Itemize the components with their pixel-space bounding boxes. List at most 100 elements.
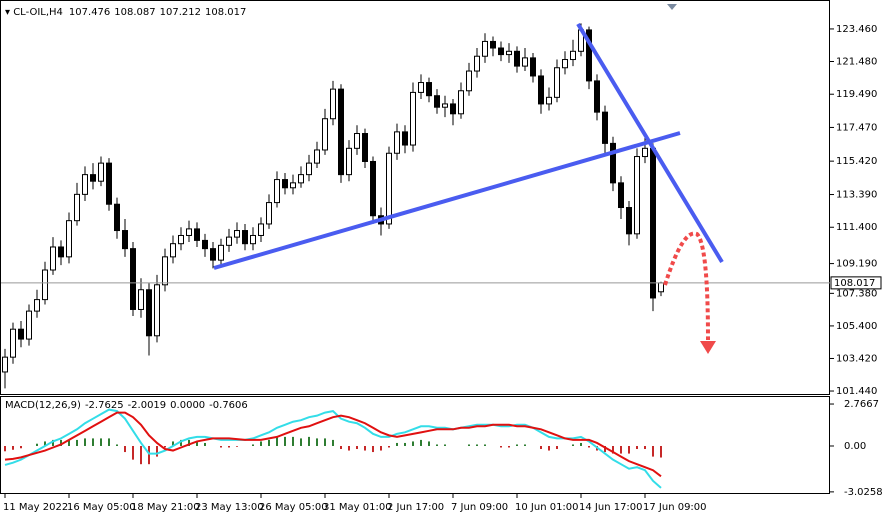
candle-body bbox=[386, 152, 392, 225]
candle-body bbox=[322, 118, 328, 151]
candle-body bbox=[514, 50, 520, 67]
candle-body bbox=[50, 246, 56, 271]
candle-body bbox=[74, 193, 80, 222]
candle-body bbox=[298, 174, 304, 184]
macd-y-tick-label: -3.0258 bbox=[844, 487, 883, 498]
candle-body bbox=[610, 142, 616, 184]
y-tick-label: 115.420 bbox=[836, 156, 877, 167]
macd-hist-last: -0.7606 bbox=[209, 400, 248, 411]
macd-main-last: -2.7625 bbox=[85, 400, 124, 411]
candle-body bbox=[554, 67, 560, 98]
candle-body bbox=[618, 182, 624, 209]
candle-body bbox=[522, 57, 528, 67]
candle-body bbox=[546, 96, 552, 105]
candle-body bbox=[602, 111, 608, 144]
last-close: 108.017 bbox=[205, 7, 246, 18]
candle-body bbox=[394, 131, 400, 154]
candle-body bbox=[658, 282, 664, 293]
candle-body bbox=[530, 57, 536, 77]
candle-body bbox=[498, 47, 504, 56]
last-open: 107.476 bbox=[69, 7, 110, 18]
candle-body bbox=[410, 91, 416, 146]
neckline bbox=[213, 131, 681, 270]
macd-y-tick-label: 0.00 bbox=[844, 441, 866, 452]
menu-arrow: ▾ bbox=[5, 7, 13, 18]
price-header: ▾ CL-OIL,H4 107.476 108.087 107.212 108.017 bbox=[5, 7, 246, 18]
candle-body bbox=[234, 230, 240, 238]
candle-body bbox=[122, 230, 128, 250]
shift-marker bbox=[667, 4, 677, 10]
current-price-box bbox=[830, 276, 882, 290]
last-low: 107.212 bbox=[160, 7, 201, 18]
candle-body bbox=[346, 147, 352, 176]
x-tick-label: 16 May 05:00 bbox=[67, 502, 136, 513]
x-tick-label: 17 Jun 09:00 bbox=[643, 502, 707, 513]
candle-body bbox=[138, 289, 144, 310]
candle-body bbox=[34, 299, 40, 312]
candle-body bbox=[18, 328, 24, 340]
candle-body bbox=[450, 103, 456, 115]
candle-body bbox=[282, 179, 288, 189]
candle-body bbox=[162, 256, 168, 286]
candle-body bbox=[146, 289, 152, 337]
candle-body bbox=[274, 179, 280, 204]
candle-body bbox=[106, 162, 112, 205]
candle-body bbox=[570, 50, 576, 61]
candle-body bbox=[482, 40, 488, 57]
candle-body bbox=[338, 88, 344, 176]
candle-body bbox=[538, 75, 544, 105]
candle-body bbox=[466, 70, 472, 92]
candle-body bbox=[114, 203, 120, 232]
candle-body bbox=[586, 29, 592, 82]
macd-signal-line bbox=[4, 411, 662, 478]
candle-body bbox=[330, 88, 336, 120]
candle-body bbox=[178, 234, 184, 245]
candle-body bbox=[130, 248, 136, 310]
candle-body bbox=[186, 228, 192, 236]
candle-body bbox=[66, 220, 72, 258]
candle-body bbox=[418, 82, 424, 93]
candle-body bbox=[458, 90, 464, 115]
candle-body bbox=[210, 248, 216, 261]
y-tick-label: 123.460 bbox=[836, 24, 877, 35]
current-price-label: 108.017 bbox=[834, 278, 875, 289]
forecast-arrowhead bbox=[700, 341, 716, 354]
candle-body bbox=[402, 131, 408, 146]
forecast-path bbox=[663, 231, 710, 341]
y-tick-label: 113.390 bbox=[836, 190, 877, 201]
y-tick-label: 109.190 bbox=[836, 259, 877, 270]
y-tick-label: 101.440 bbox=[836, 386, 877, 397]
y-tick-label: 119.490 bbox=[836, 89, 877, 100]
x-tick-label: 18 May 21:00 bbox=[131, 502, 200, 513]
candle-body bbox=[82, 174, 88, 195]
candle-body bbox=[426, 82, 432, 97]
candle-body bbox=[354, 133, 360, 149]
candle-body bbox=[506, 50, 512, 56]
candle-body bbox=[370, 160, 376, 217]
last-high: 108.087 bbox=[114, 7, 155, 18]
x-tick-label: 26 May 05:00 bbox=[259, 502, 328, 513]
candle-body bbox=[362, 133, 368, 162]
candle-body bbox=[10, 328, 16, 358]
candle-body bbox=[154, 284, 160, 337]
candle-body bbox=[258, 223, 264, 236]
candle-body bbox=[218, 244, 224, 261]
y-tick-label: 111.400 bbox=[836, 222, 877, 233]
candle-body bbox=[562, 59, 568, 69]
candle-body bbox=[42, 269, 48, 301]
candle-body bbox=[442, 103, 448, 108]
candle-body bbox=[290, 182, 296, 189]
macd-header: MACD(12,26,9) -2.7625 -2.0019 0.0000 -0.7606 bbox=[5, 400, 248, 411]
x-tick-label: 31 May 01:00 bbox=[323, 502, 392, 513]
candle-body bbox=[314, 149, 320, 164]
x-tick-label: 23 May 13:00 bbox=[195, 502, 264, 513]
candle-body bbox=[434, 95, 440, 108]
x-tick-label: 7 Jun 09:00 bbox=[451, 502, 508, 513]
y-tick-label: 103.420 bbox=[836, 353, 877, 364]
candle-body bbox=[26, 310, 32, 340]
candle-body bbox=[242, 230, 248, 245]
y-tick-label: 121.480 bbox=[836, 56, 877, 67]
macd-y-tick-label: 2.7667 bbox=[844, 399, 879, 410]
y-tick-label: 107.380 bbox=[836, 288, 877, 299]
candle-body bbox=[58, 246, 64, 258]
